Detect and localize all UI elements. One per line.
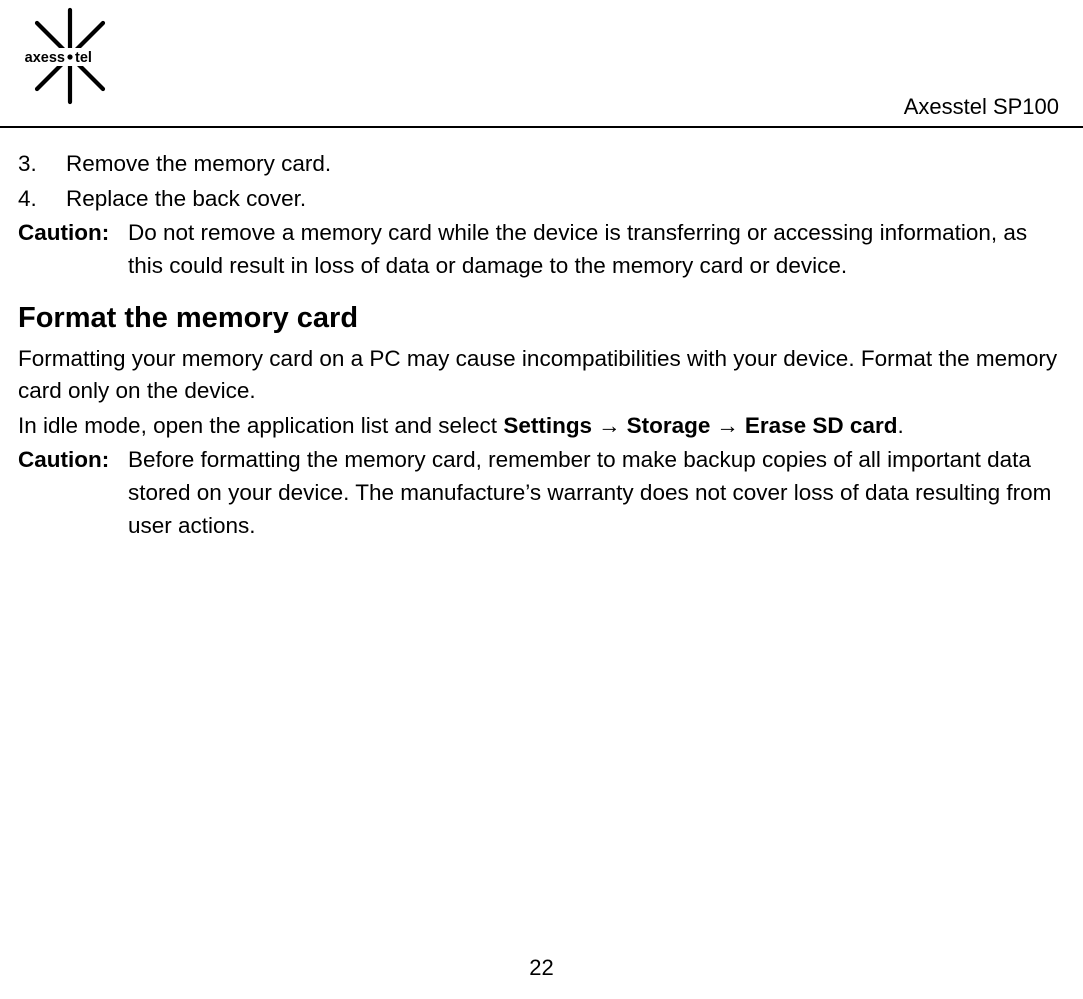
- list-item: 3. Remove the memory card.: [18, 148, 1065, 181]
- list-item: 4. Replace the back cover.: [18, 183, 1065, 216]
- caution-text: Do not remove a memory card while the de…: [128, 217, 1065, 282]
- nav-step: Erase SD card: [745, 413, 898, 438]
- nav-step: Settings: [503, 413, 592, 438]
- caution-label: Caution:: [18, 444, 128, 542]
- page-header: axess tel Axesstel SP100: [0, 0, 1083, 128]
- caution-block: Caution: Do not remove a memory card whi…: [18, 217, 1065, 282]
- list-number: 3.: [18, 148, 66, 181]
- caution-label: Caution:: [18, 217, 128, 282]
- document-page: axess tel Axesstel SP100 3. Remove the m…: [0, 0, 1083, 999]
- arrow-icon: →: [592, 410, 627, 443]
- caution-block: Caution: Before formatting the memory ca…: [18, 444, 1065, 542]
- caution-text: Before formatting the memory card, remem…: [128, 444, 1065, 542]
- list-text: Remove the memory card.: [66, 148, 331, 181]
- logo-text-right: tel: [75, 50, 92, 66]
- section-heading: Format the memory card: [18, 297, 1065, 339]
- nav-step: Storage: [627, 413, 711, 438]
- paragraph: Formatting your memory card on a PC may …: [18, 343, 1065, 408]
- axesstel-logo: axess tel: [20, 6, 120, 106]
- list-number: 4.: [18, 183, 66, 216]
- model-label: Axesstel SP100: [904, 94, 1059, 120]
- arrow-icon: →: [710, 410, 745, 443]
- page-body: 3. Remove the memory card. 4. Replace th…: [0, 128, 1083, 542]
- paragraph: In idle mode, open the application list …: [18, 410, 1065, 443]
- list-text: Replace the back cover.: [66, 183, 306, 216]
- para-suffix: .: [897, 413, 903, 438]
- logo-text-left: axess: [25, 50, 65, 66]
- para-prefix: In idle mode, open the application list …: [18, 413, 503, 438]
- page-number: 22: [0, 955, 1083, 981]
